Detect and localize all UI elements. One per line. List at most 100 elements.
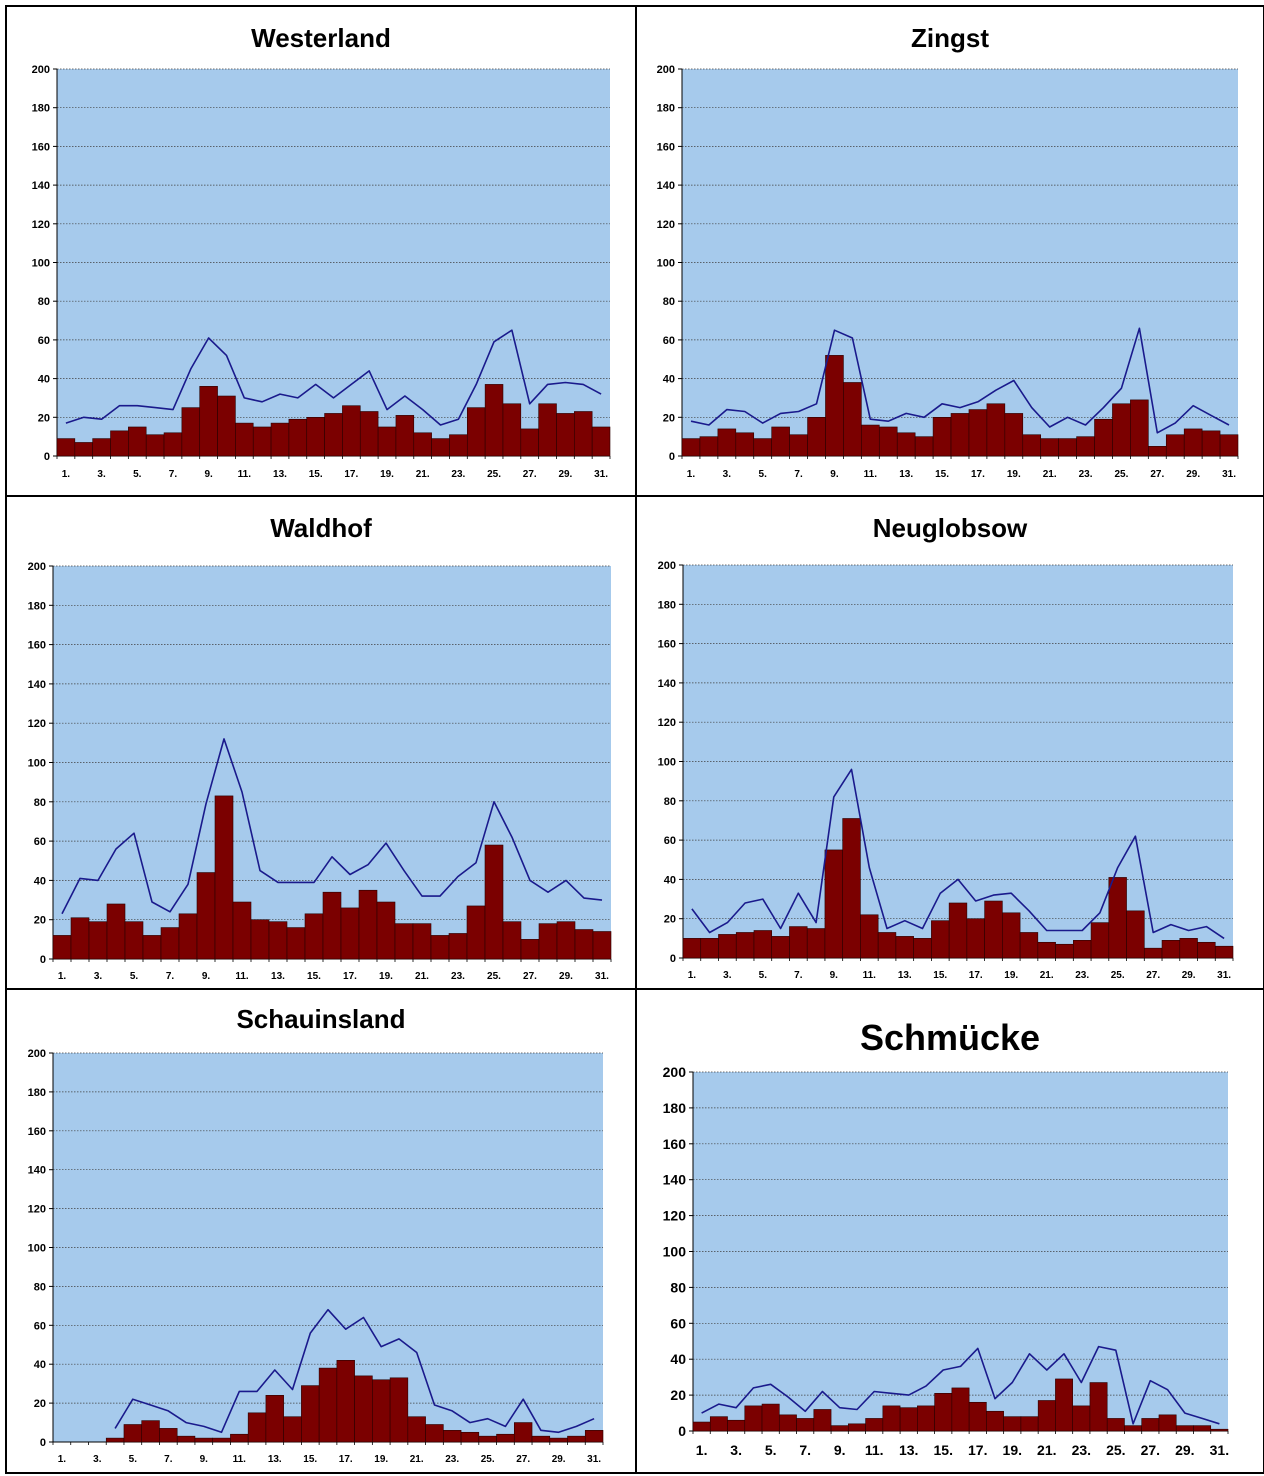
y-tick-label: 100 — [28, 757, 46, 769]
x-tick-label: 1. — [687, 469, 696, 480]
bar — [1094, 418, 1113, 457]
x-tick-label: 11. — [863, 970, 877, 981]
x-tick-label: 31. — [594, 469, 608, 480]
bar — [105, 1437, 125, 1443]
x-tick-label: 31. — [1210, 1442, 1229, 1458]
bar — [466, 407, 486, 457]
y-tick-label: 60 — [34, 1320, 46, 1332]
y-tick-label: 20 — [663, 412, 675, 424]
y-tick-label: 140 — [658, 678, 676, 690]
bar — [1179, 938, 1198, 959]
series-line — [65, 329, 602, 426]
bar — [288, 418, 308, 457]
x-tick-label: 29. — [558, 469, 572, 480]
y-tick-label: 160 — [663, 1136, 687, 1152]
y-tick-label: 140 — [657, 180, 675, 192]
bar — [735, 432, 755, 457]
bar — [142, 935, 162, 960]
y-tick-label: 20 — [34, 915, 46, 927]
bar — [1058, 438, 1077, 457]
bar — [796, 1418, 815, 1432]
x-tick-label: 1. — [58, 971, 67, 982]
x-tick-label: 1. — [58, 1454, 67, 1465]
y-tick-label: 120 — [28, 718, 46, 730]
y-tick-label: 100 — [32, 257, 50, 269]
x-tick-label: 11. — [238, 469, 252, 480]
bar — [1040, 438, 1059, 457]
bar — [1112, 403, 1131, 457]
bar — [727, 1419, 746, 1432]
bar — [806, 928, 826, 959]
bar — [70, 917, 90, 960]
y-tick-label: 0 — [40, 954, 46, 966]
x-tick-label: 5. — [759, 970, 768, 981]
bar — [1055, 1378, 1073, 1432]
y-tick-label: 200 — [657, 64, 675, 76]
bar — [771, 936, 790, 959]
bar — [761, 1403, 780, 1432]
bar — [681, 438, 701, 457]
bar — [176, 1435, 196, 1443]
bar — [896, 432, 916, 457]
bar — [860, 914, 879, 959]
x-tick-label: 11. — [865, 1442, 884, 1458]
x-tick-label: 21. — [416, 469, 430, 480]
y-tick-label: 180 — [663, 1100, 687, 1116]
bar — [556, 921, 576, 960]
bar — [753, 438, 772, 457]
y-tick-label: 120 — [28, 1204, 46, 1216]
x-tick-label: 21. — [415, 971, 429, 982]
x-tick-label: 29. — [1186, 469, 1200, 480]
bar — [1193, 1425, 1212, 1432]
x-tick-label: 9. — [830, 970, 839, 981]
chart-panel-schmuecke: Schmücke 0 20 40 60 80 100 120 140 160 180 200 1. 3. 5… — [635, 988, 1264, 1474]
chart-title: Westerland — [251, 23, 391, 53]
y-tick-label: 180 — [657, 103, 675, 115]
bar — [484, 844, 504, 960]
y-tick-label: 100 — [28, 1242, 46, 1254]
y-tick-label: 100 — [658, 756, 676, 768]
chart-title: Schmücke — [860, 1017, 1040, 1058]
x-tick-label: 25. — [487, 469, 501, 480]
bar — [843, 382, 862, 457]
bar — [950, 413, 970, 457]
bar — [301, 1385, 320, 1443]
x-tick-label: 23. — [1079, 469, 1093, 480]
y-tick-label: 80 — [34, 797, 46, 809]
y-tick-label: 60 — [38, 335, 50, 347]
bar — [358, 889, 378, 960]
x-tick-label: 17. — [971, 469, 985, 480]
y-tick-label: 40 — [34, 875, 46, 887]
x-tick-label: 19. — [380, 469, 394, 480]
x-tick-label: 13. — [271, 971, 285, 982]
bar — [56, 438, 76, 457]
bar — [538, 923, 558, 960]
x-tick-label: 23. — [451, 469, 465, 480]
bar — [567, 1435, 586, 1443]
y-tick-label: 80 — [664, 796, 676, 808]
bar — [322, 891, 342, 960]
bar — [431, 438, 450, 457]
bar — [968, 1401, 987, 1432]
x-tick-label: 7. — [794, 469, 803, 480]
bar — [340, 907, 360, 960]
x-tick-label: 11. — [864, 469, 878, 480]
bar — [430, 935, 450, 960]
bar — [699, 436, 719, 457]
x-tick-label: 19. — [1003, 1442, 1022, 1458]
bar — [413, 432, 432, 457]
chart-westerland: Westerland 0 20 40 60 80 100 120 140 160 180 200 1. 3… — [32, 23, 611, 480]
bar — [106, 903, 126, 960]
x-tick-label: 3. — [730, 1442, 742, 1458]
bar — [1201, 430, 1221, 457]
chart-neuglobsow: Neuglobsow 0 20 40 60 80 100 120 140 160 180 200 1. 3… — [658, 513, 1234, 981]
bar — [235, 422, 254, 457]
bar — [1020, 1416, 1039, 1432]
bar — [496, 1433, 515, 1443]
bar — [92, 438, 111, 457]
bar — [882, 1405, 901, 1432]
bar — [1197, 941, 1216, 959]
x-tick-label: 25. — [481, 1454, 495, 1465]
y-tick-label: 60 — [34, 836, 46, 848]
x-tick-label: 27. — [523, 971, 537, 982]
